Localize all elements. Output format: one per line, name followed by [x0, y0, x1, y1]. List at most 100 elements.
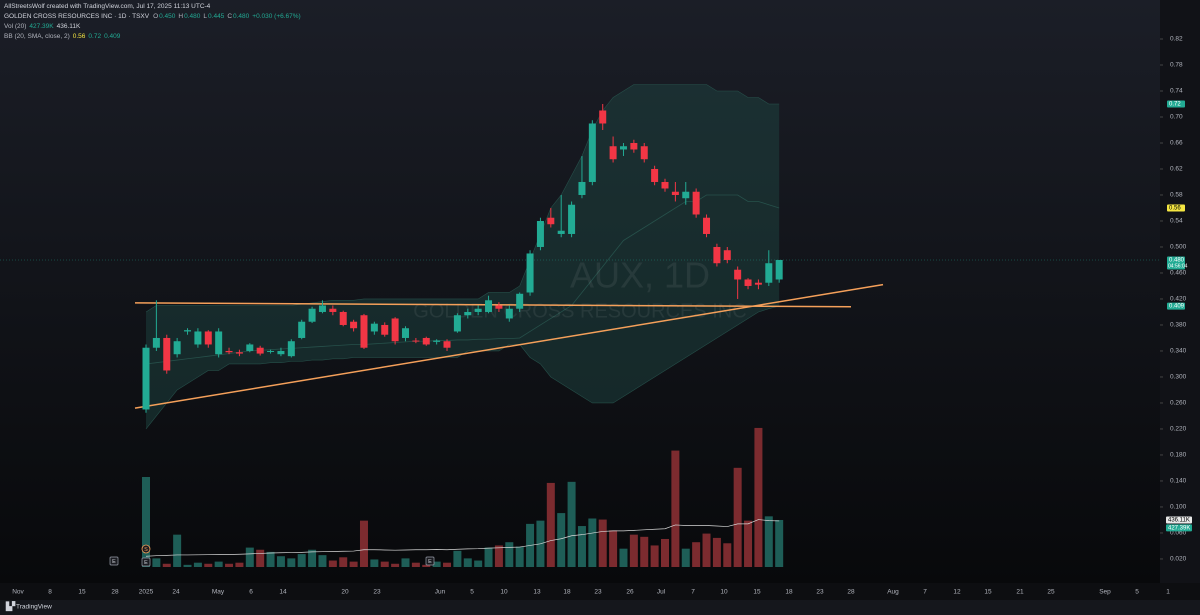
y-tick-label: 0.140: [1170, 478, 1187, 485]
y-tick-label: 0.180: [1170, 452, 1187, 459]
volume-bar: [308, 549, 317, 567]
candle-body: [671, 191, 679, 195]
event-marker: [109, 556, 119, 566]
x-tick-label: Sep: [1099, 589, 1111, 596]
x-tick-label: Nov: [12, 589, 24, 596]
ohlc-key: C: [227, 13, 233, 20]
x-tick-label: 7: [923, 589, 927, 596]
watermark-name: GOLDEN CROSS RESOURCES INC: [413, 300, 746, 322]
candle-body: [370, 323, 378, 332]
candle-body: [516, 293, 524, 309]
candle-body: [651, 168, 659, 182]
bb-value: 0.72: [88, 33, 102, 40]
volume-bar: [328, 560, 337, 567]
volume-bar: [463, 558, 472, 567]
y-tick-label: 0.82: [1170, 36, 1183, 43]
candle-body: [402, 328, 409, 338]
symbol: GOLDEN CROSS RESOURCES INC · 1D · TSXV: [4, 13, 150, 20]
candle-body: [474, 308, 482, 312]
volume-bar: [515, 546, 524, 567]
y-tick-label: 0.260: [1170, 400, 1187, 407]
candle-body: [609, 146, 617, 160]
x-tick-label: 20: [341, 589, 349, 596]
y-tick-label: 0.58: [1170, 192, 1183, 199]
volume-bar: [567, 481, 576, 567]
y-tick-label: 0.060: [1170, 530, 1187, 537]
x-tick-label: May: [212, 589, 225, 596]
volume-bar: [411, 562, 420, 567]
ohlc-value: 0.480: [233, 13, 250, 20]
candle-body: [578, 181, 586, 195]
volume-bar: [775, 519, 784, 567]
volume-bar: [276, 556, 285, 567]
volume-bar: [692, 542, 701, 567]
candle-body: [464, 311, 472, 316]
x-tick-label: Jun: [435, 589, 446, 596]
x-tick-label: 24: [172, 589, 180, 596]
bb-value: 0.409: [104, 33, 121, 40]
volume-bar: [661, 538, 669, 567]
x-tick-label: Aug: [887, 589, 899, 596]
candle-body: [391, 318, 399, 342]
volume-bar: [764, 516, 773, 567]
volume-bar: [225, 563, 234, 567]
bb-label: BB (20, SMA, close, 2): [4, 33, 70, 40]
event-label: E: [112, 559, 116, 565]
x-tick-label: 28: [111, 589, 119, 596]
y-tick-label: 0.420: [1170, 296, 1187, 303]
candle-body: [703, 217, 711, 234]
y-tick-label: 0.66: [1170, 140, 1183, 147]
candle-body: [692, 191, 700, 215]
candle-body: [350, 321, 358, 329]
volume-bar: [733, 467, 742, 567]
candle-body: [277, 350, 285, 355]
volume-bar: [702, 533, 711, 567]
event-label: E: [428, 559, 432, 565]
x-tick-label: 26: [626, 589, 634, 596]
volume-bar: [598, 519, 607, 567]
volume-bar: [349, 561, 358, 567]
candle-body: [267, 350, 275, 352]
x-tick-label: 25: [1047, 589, 1055, 596]
candle-body: [536, 220, 544, 247]
volume-bar: [650, 545, 659, 567]
price-tag: [1167, 204, 1185, 212]
volume-bar: [546, 482, 555, 567]
candle-body: [298, 321, 306, 338]
x-tick-label: 18: [785, 589, 793, 596]
x-tick-label: 23: [594, 589, 602, 596]
candle-body: [557, 230, 565, 234]
volume-tag-label: 436.11K: [1168, 518, 1190, 524]
volume-bar: [484, 547, 493, 567]
volume-bar: [681, 548, 690, 567]
volume-bar: [287, 558, 296, 567]
volume-bar: [359, 520, 368, 567]
x-tick-label: 15: [753, 589, 761, 596]
time-scale: [0, 583, 1200, 600]
volume-bar: [152, 558, 161, 567]
volume-bar: [318, 555, 327, 567]
volume-bar: [723, 543, 732, 567]
volume-bar: [577, 526, 586, 567]
volume-bar: [245, 547, 254, 567]
volume-bar: [712, 537, 721, 567]
y-tick-label: 0.74: [1170, 88, 1183, 95]
candle-body: [225, 350, 233, 353]
candle-body: [682, 191, 690, 199]
volume-bar: [339, 557, 348, 567]
bb-value: 0.56: [72, 33, 86, 40]
volume-tag-label: 427.39K: [1168, 526, 1190, 532]
candle-body: [194, 331, 202, 345]
volume-bar: [744, 520, 753, 567]
volume-bar: [380, 561, 389, 567]
volume-bar: [266, 551, 275, 567]
volume-bar: [453, 550, 462, 567]
x-tick-label: 28: [847, 589, 855, 596]
volume-bar: [173, 534, 182, 567]
x-tick-label: 10: [720, 589, 728, 596]
ohlc-key: L: [203, 13, 208, 20]
candle-body: [640, 146, 648, 160]
volume-bar: [588, 518, 597, 567]
candle-body: [775, 259, 783, 280]
